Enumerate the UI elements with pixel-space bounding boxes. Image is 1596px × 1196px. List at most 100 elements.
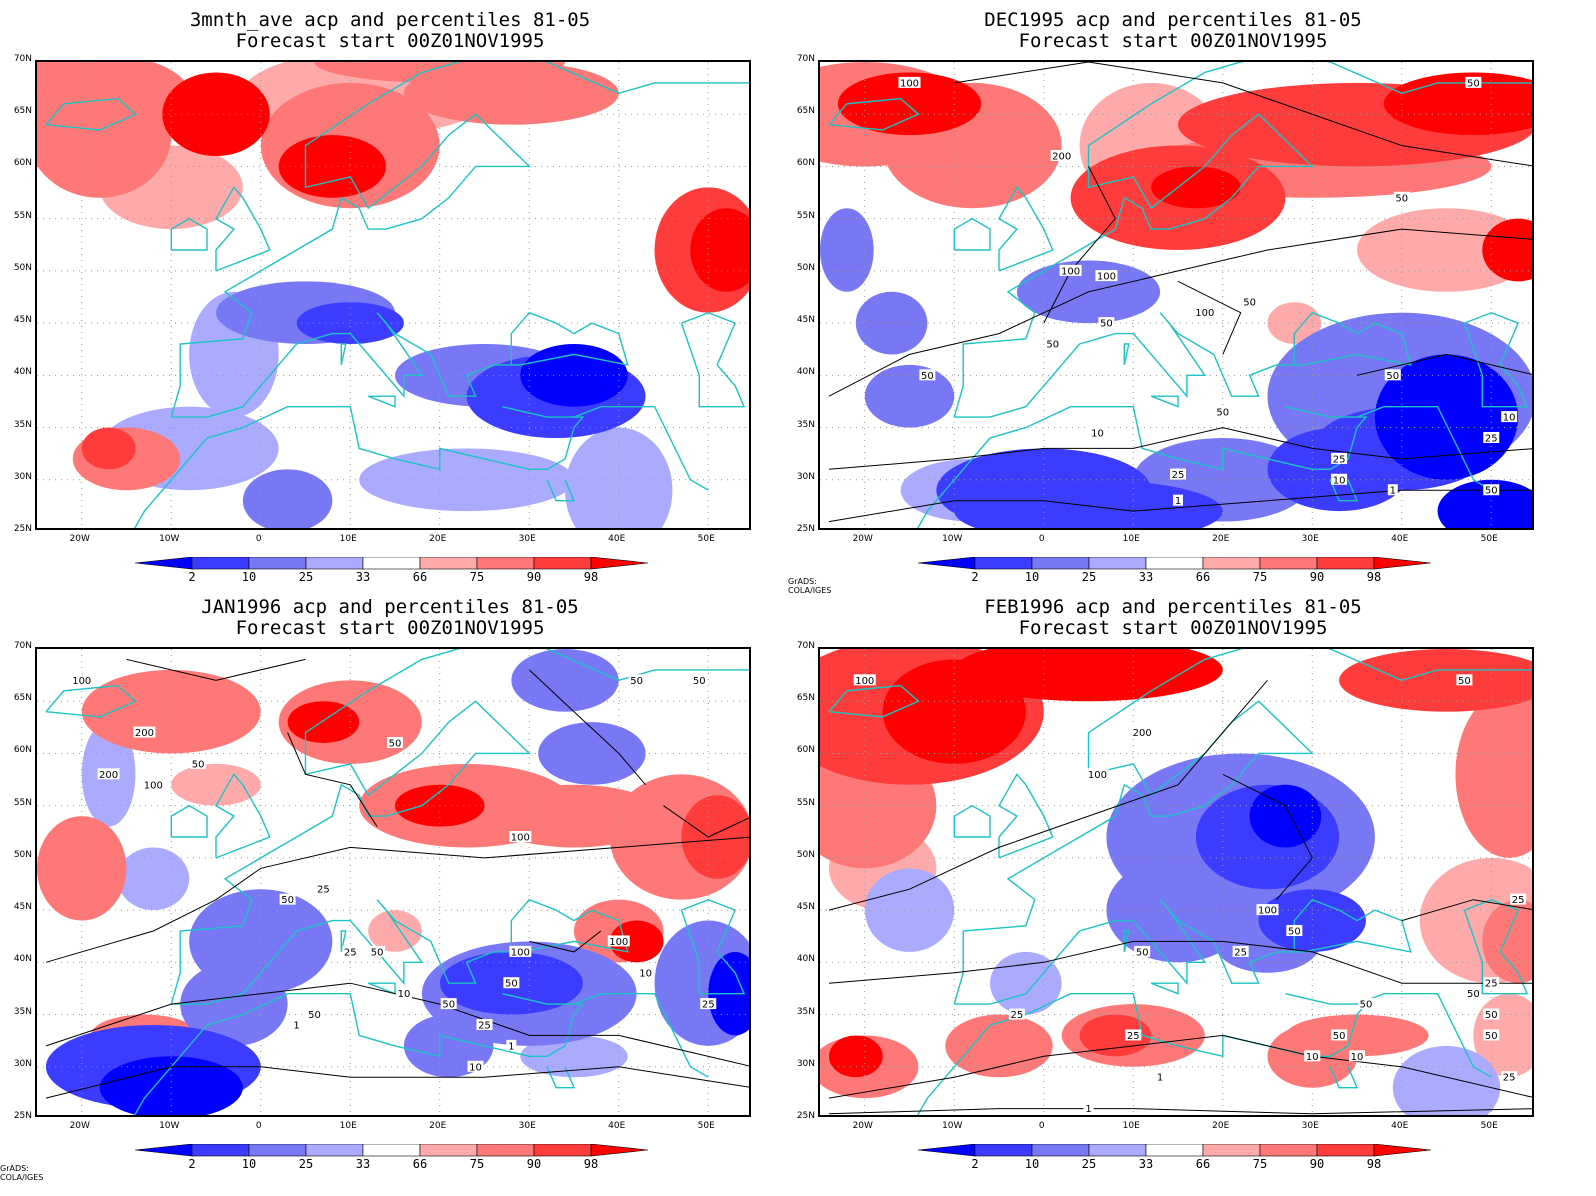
coastline	[573, 993, 709, 1078]
map-svg: 100 200 100 100 50 50 50 50 100 50 10 25 1 25 10 1 50 50 5…	[820, 62, 1532, 528]
panel-title: 3mnth_ave acp and percentiles 81-05	[189, 9, 591, 31]
shading-region	[864, 364, 955, 428]
lat-tick-label: 60N	[796, 745, 815, 756]
lon-tick-label: 20W	[69, 1121, 90, 1131]
lon-tick-label: 50E	[697, 1121, 715, 1131]
lat-tick-label: 40N	[796, 954, 815, 965]
contour-label: 50	[921, 371, 934, 382]
lon-tick-label: 10W	[942, 534, 963, 544]
colorbar-swatch	[419, 1143, 478, 1157]
lat-tick-label: 70N	[13, 54, 32, 64]
coastline	[171, 898, 629, 1005]
lon-tick-label: 40E	[608, 1121, 626, 1131]
contour-label: 1	[293, 1021, 299, 1032]
grads-credit: GrADS: COLA/IGES	[788, 577, 832, 595]
lon-tick-label: 0	[255, 534, 262, 544]
contour-label: 200	[1133, 728, 1152, 739]
colorbar-swatch	[134, 1143, 193, 1157]
contour-label: 25	[1172, 470, 1185, 481]
lat-tick-label: 65N	[13, 106, 32, 117]
lat-tick-label: 45N	[796, 902, 815, 913]
coastline	[133, 993, 585, 1115]
colorbar-container: 2 10 25 33 66 75 90 98	[917, 556, 1438, 591]
lat-tick-label: 55N	[13, 210, 32, 221]
contour-line	[1356, 353, 1532, 376]
contour-line	[663, 805, 749, 838]
contour-label: 25	[1234, 947, 1247, 958]
colorbar-label: 25	[1082, 1157, 1096, 1171]
lat-tick-label: 30N	[13, 1058, 32, 1069]
contour-line	[1222, 773, 1313, 901]
map-svg: 100 200 50 200 100 50 50 50 100 25 50 50 100 25 50 100 5…	[37, 649, 749, 1115]
lat-tick-label: 40N	[13, 954, 32, 965]
colorbar-swatch	[476, 1143, 535, 1157]
colorbar-label: 10	[242, 570, 256, 584]
colorbar: 2 10 25 33 66 75 90 98	[917, 556, 1432, 584]
contour-line	[1043, 166, 1116, 324]
colorbar-label: 33	[1139, 1157, 1153, 1171]
contour-line	[828, 1108, 1532, 1115]
colorbar-swatch	[917, 1143, 976, 1157]
lon-tick-label: 0	[1038, 534, 1045, 544]
lat-tick-label: 50N	[796, 262, 815, 273]
contour-line	[287, 732, 378, 827]
shading-region	[171, 763, 261, 806]
colorbar-swatch	[248, 556, 307, 570]
lat-tick-label: 55N	[796, 210, 815, 221]
lat-tick-label: 55N	[13, 797, 32, 808]
shading-region	[117, 847, 190, 911]
lat-tick-label: 35N	[13, 1006, 32, 1017]
shading-region	[81, 427, 136, 470]
shading-region	[368, 910, 422, 952]
lat-tick-label: 45N	[796, 315, 815, 326]
contour-line	[828, 1034, 1532, 1099]
coastline	[340, 343, 347, 366]
colorbar: 2 10 25 33 66 75 90 98	[134, 1143, 649, 1171]
contour-label: 50	[192, 759, 205, 770]
lat-tick-label: 35N	[796, 419, 815, 430]
contour-label: 25	[317, 885, 330, 896]
lon-tick-label: 0	[255, 1121, 262, 1131]
contour-label: 10	[469, 1062, 482, 1073]
coastline	[1123, 343, 1130, 366]
shading-region	[681, 795, 749, 879]
contour-label: 200	[135, 728, 154, 739]
coastline	[340, 930, 347, 953]
panel-subtitle: Forecast start 00Z01NOV1995	[1018, 30, 1328, 52]
colorbar-label: 98	[584, 1157, 598, 1171]
contour-line	[828, 427, 1532, 470]
shading-region	[520, 344, 628, 407]
contour-label: 50	[1360, 1000, 1373, 1011]
lon-tick-label: 10E	[339, 1121, 357, 1131]
colorbar-swatch	[590, 556, 649, 570]
contour-label: 50	[1100, 319, 1113, 330]
colorbar-swatch	[1145, 1143, 1204, 1157]
contour-label: 50	[1395, 193, 1408, 204]
shading-region	[990, 951, 1062, 1015]
shading-region	[565, 427, 673, 528]
colorbar-swatch	[1259, 1143, 1318, 1157]
shading-region	[690, 208, 749, 292]
coastline	[954, 311, 1412, 418]
colorbar-label: 25	[299, 1157, 313, 1171]
contour-line	[1401, 899, 1532, 922]
lat-tick-label: 45N	[13, 315, 32, 326]
contour-label: 100	[1097, 272, 1116, 283]
colorbar-label: 75	[1253, 1157, 1267, 1171]
coastline	[170, 62, 749, 418]
contour-line	[45, 982, 749, 1067]
contour-label: 10	[1503, 413, 1516, 424]
colorbar-swatch	[1031, 556, 1090, 570]
colorbar-label: 2	[188, 1157, 195, 1171]
contour-line	[45, 836, 749, 963]
coastline	[1150, 982, 1179, 995]
lat-tick-label: 50N	[13, 262, 32, 273]
colorbar: 2 10 25 33 66 75 90 98	[134, 556, 649, 584]
lon-tick-label: 10W	[942, 1121, 963, 1131]
lon-tick-label: 20E	[1212, 1121, 1230, 1131]
colorbar-container: 2 10 25 33 66 75 90 98	[134, 1143, 655, 1178]
colorbar-container: 2 10 25 33 66 75 90 98	[134, 556, 655, 591]
panel-subtitle: Forecast start 00Z01NOV1995	[1018, 617, 1328, 639]
coastline	[171, 311, 629, 418]
coastline	[170, 649, 749, 1005]
